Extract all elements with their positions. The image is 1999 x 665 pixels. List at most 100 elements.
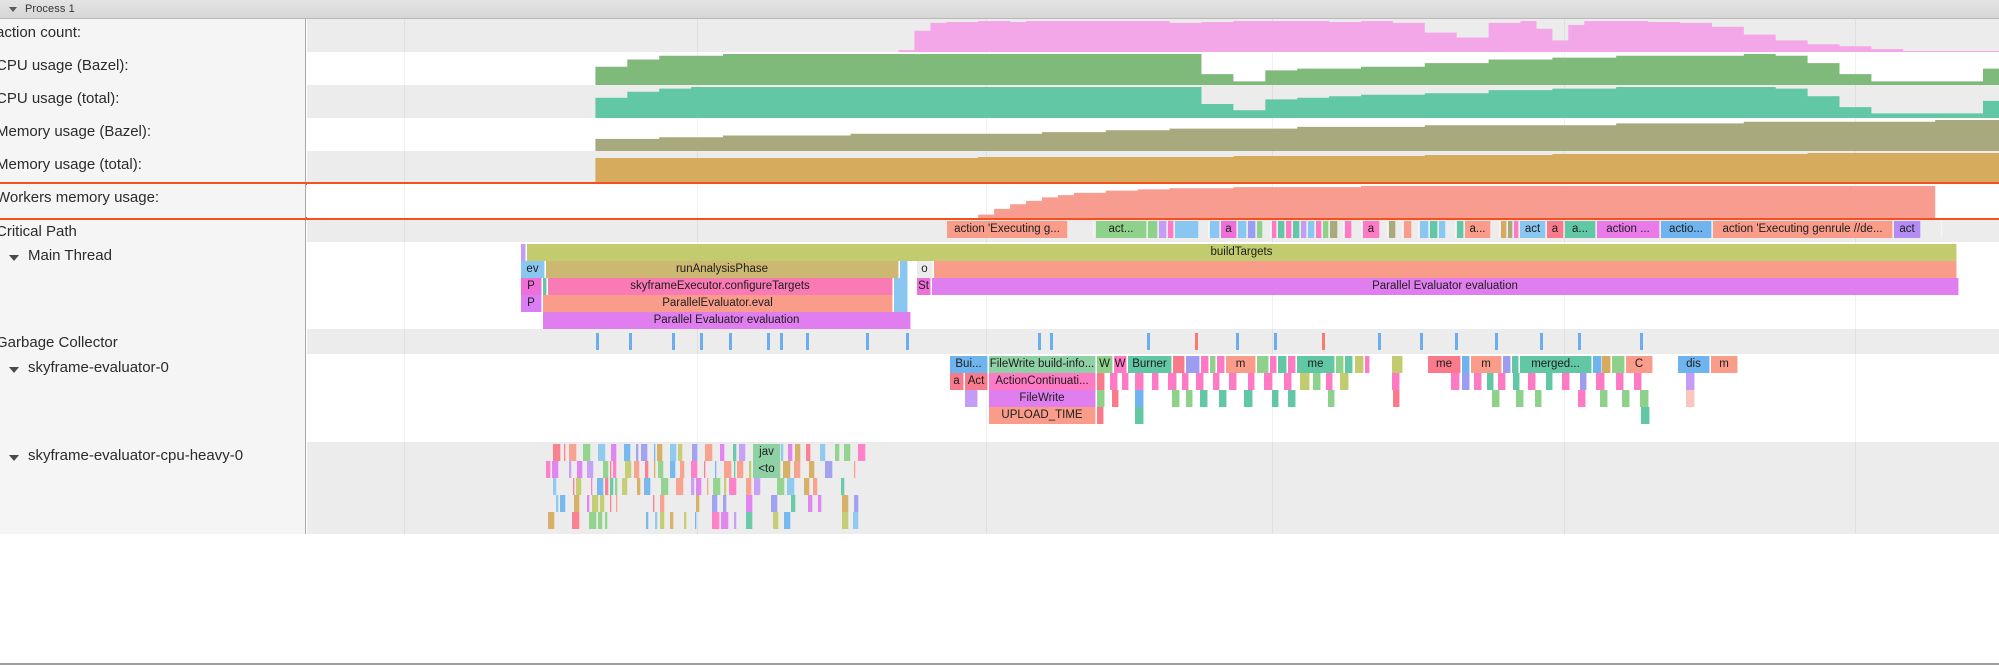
trace-slice-unlabeled[interactable]	[712, 495, 719, 512]
trace-slice-unlabeled[interactable]	[1393, 390, 1400, 407]
trace-slice-unlabeled[interactable]	[655, 512, 658, 529]
trace-slice-unlabeled[interactable]	[1451, 373, 1460, 390]
trace-slice-unlabeled[interactable]	[1922, 221, 1942, 238]
trace-slice-unlabeled[interactable]	[1112, 390, 1119, 407]
trace-slice-unlabeled[interactable]	[551, 461, 559, 478]
trace-slice-unlabeled[interactable]	[670, 444, 678, 461]
trace-slice-unlabeled[interactable]	[1365, 356, 1370, 373]
trace-slice-unlabeled[interactable]	[894, 278, 908, 295]
trace-slice-unlabeled[interactable]	[657, 444, 664, 461]
trace-slice-unlabeled[interactable]	[676, 478, 684, 495]
track-canvas-skyframe-evaluator-0[interactable]: Bui... FileWrite build-info... W W Burner m me…	[307, 354, 1999, 442]
trace-slice-unlabeled[interactable]	[691, 478, 695, 495]
trace-slice-unlabeled[interactable]	[1201, 356, 1209, 373]
trace-slice-unlabeled[interactable]	[597, 478, 604, 495]
trace-slice-unlabeled[interactable]	[612, 461, 617, 478]
trace-slice-unlabeled[interactable]	[598, 444, 607, 461]
trace-slice-unlabeled[interactable]	[1447, 221, 1456, 238]
trace-slice-unlabeled[interactable]	[556, 495, 560, 512]
trace-slice-unlabeled[interactable]	[1238, 221, 1247, 238]
gc-event-tick[interactable]	[1640, 333, 1643, 350]
trace-slice-unlabeled[interactable]	[777, 478, 785, 495]
trace-slice-unlabeled[interactable]	[589, 512, 597, 529]
trace-slice-unlabeled[interactable]	[1562, 373, 1570, 390]
trace-slice-unlabeled[interactable]	[1288, 356, 1296, 373]
trace-slice-unlabeled[interactable]	[793, 461, 801, 478]
trace-slice-unlabeled[interactable]	[1634, 373, 1642, 390]
trace-slice[interactable]: ParallelEvaluator.eval	[543, 295, 893, 312]
trace-slice-unlabeled[interactable]	[1308, 221, 1315, 238]
trace-slice-unlabeled[interactable]	[1516, 390, 1524, 407]
trace-slice-unlabeled[interactable]	[1508, 221, 1513, 238]
track-label-cell[interactable]: Main Thread	[0, 242, 306, 329]
gc-event-tick[interactable]	[1322, 333, 1325, 350]
trace-slice-unlabeled[interactable]	[1474, 373, 1482, 390]
trace-slice[interactable]: <to	[753, 461, 781, 478]
trace-slice-unlabeled[interactable]	[720, 444, 726, 461]
trace-slice-unlabeled[interactable]	[569, 444, 578, 461]
trace-slice-unlabeled[interactable]	[598, 512, 603, 529]
trace-slice-unlabeled[interactable]	[690, 461, 698, 478]
trace-slice-unlabeled[interactable]	[1535, 390, 1542, 407]
trace-slice-unlabeled[interactable]	[746, 495, 754, 512]
track-row-critical-path[interactable]: Critical Path action 'Executing g... act..…	[0, 218, 1999, 242]
trace-slice-unlabeled[interactable]	[653, 461, 656, 478]
gc-event-tick[interactable]	[672, 333, 675, 350]
trace-slice-unlabeled[interactable]	[1340, 373, 1349, 390]
trace-slice-unlabeled[interactable]	[778, 444, 785, 461]
trace-slice-unlabeled[interactable]	[1200, 390, 1208, 407]
gc-event-tick[interactable]	[729, 333, 732, 350]
track-canvas-workers-memory-usage[interactable]	[307, 184, 1999, 218]
trace-slice-unlabeled[interactable]	[616, 495, 619, 512]
chevron-down-icon[interactable]	[9, 255, 19, 261]
trace-slice-unlabeled[interactable]	[1264, 373, 1273, 390]
gc-event-tick[interactable]	[1236, 333, 1239, 350]
track-row-action-count[interactable]: action count:	[0, 19, 1999, 52]
trace-slice-unlabeled[interactable]	[1345, 221, 1352, 238]
gc-event-tick[interactable]	[1038, 333, 1041, 350]
trace-slice-unlabeled[interactable]	[853, 461, 856, 478]
trace-slice-unlabeled[interactable]	[1336, 356, 1344, 373]
trace-slice[interactable]: a...	[1465, 221, 1491, 238]
trace-slice-unlabeled[interactable]	[1353, 221, 1362, 238]
trace-slice-unlabeled[interactable]	[660, 495, 666, 512]
trace-slice-unlabeled[interactable]	[1381, 221, 1388, 238]
trace-slice-unlabeled[interactable]	[600, 495, 606, 512]
process-header[interactable]: Process 1	[0, 0, 1999, 19]
trace-slice-unlabeled[interactable]	[813, 478, 818, 495]
trace-slice-unlabeled[interactable]	[1593, 356, 1602, 373]
trace-slice-unlabeled[interactable]	[1168, 221, 1174, 238]
trace-slice-unlabeled[interactable]	[773, 512, 779, 529]
trace-slice-unlabeled[interactable]	[739, 444, 747, 461]
trace-slice[interactable]: action ...	[1597, 221, 1660, 238]
chevron-down-icon[interactable]	[9, 6, 17, 12]
trace-slice[interactable]: m	[1471, 356, 1502, 373]
track-row-skyframe-evaluator-cpu-heavy-0[interactable]: skyframe-evaluator-cpu-heavy-0 jav <to	[0, 442, 1999, 534]
trace-slice-unlabeled[interactable]	[637, 478, 641, 495]
trace-slice[interactable]: a	[1363, 221, 1380, 238]
trace-slice-unlabeled[interactable]	[723, 495, 728, 512]
trace-slice-unlabeled[interactable]	[724, 478, 727, 495]
gc-event-tick[interactable]	[806, 333, 809, 350]
trace-slice-unlabeled[interactable]	[610, 495, 613, 512]
trace-slice-unlabeled[interactable]	[1257, 221, 1263, 238]
trace-slice-unlabeled[interactable]	[1355, 356, 1364, 373]
trace-slice-unlabeled[interactable]	[1498, 373, 1506, 390]
trace-slice-unlabeled[interactable]	[591, 478, 593, 495]
trace-slice-unlabeled[interactable]	[605, 512, 608, 529]
trace-slice-unlabeled[interactable]	[1257, 356, 1269, 373]
trace-slice-unlabeled[interactable]	[804, 478, 810, 495]
trace-slice[interactable]: Burner	[1128, 356, 1172, 373]
trace-slice-unlabeled[interactable]	[1135, 390, 1144, 407]
trace-slice[interactable]: o	[917, 261, 933, 278]
track-label-cell[interactable]: CPU usage (total):	[0, 85, 306, 118]
chevron-down-icon[interactable]	[9, 455, 19, 461]
trace-slice-unlabeled[interactable]	[624, 444, 632, 461]
trace-slice-unlabeled[interactable]	[844, 444, 852, 461]
trace-slice-unlabeled[interactable]	[1172, 390, 1180, 407]
trace-slice-unlabeled[interactable]	[1528, 373, 1536, 390]
trace-slice-unlabeled[interactable]	[1600, 390, 1608, 407]
trace-slice-unlabeled[interactable]	[1514, 221, 1519, 238]
trace-slice-unlabeled[interactable]	[1430, 221, 1438, 238]
trace-slice[interactable]: dis	[1678, 356, 1710, 373]
